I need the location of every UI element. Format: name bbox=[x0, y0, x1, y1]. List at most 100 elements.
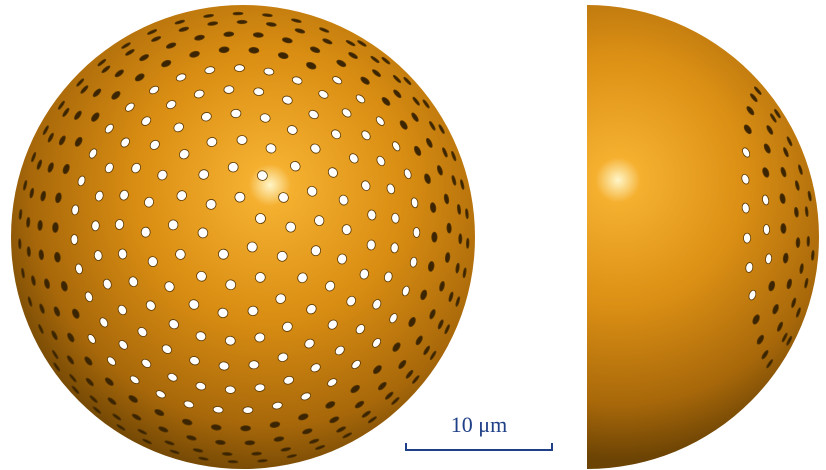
hole bbox=[30, 275, 36, 286]
hole bbox=[144, 196, 154, 208]
hole bbox=[429, 202, 437, 213]
hole bbox=[381, 96, 391, 106]
hole bbox=[341, 224, 352, 235]
hole bbox=[355, 94, 366, 104]
hole bbox=[58, 135, 66, 146]
hole bbox=[125, 49, 135, 56]
hole bbox=[21, 267, 25, 279]
hole bbox=[804, 277, 809, 289]
hole bbox=[304, 338, 315, 349]
hole bbox=[403, 168, 412, 180]
hole bbox=[42, 125, 49, 136]
hole bbox=[188, 299, 200, 310]
hole bbox=[248, 360, 260, 370]
scale-bar bbox=[405, 443, 553, 451]
hole bbox=[193, 89, 205, 99]
hole bbox=[53, 306, 61, 317]
hole bbox=[327, 378, 338, 387]
hole bbox=[310, 363, 321, 373]
hole bbox=[772, 304, 779, 315]
hole bbox=[196, 270, 207, 282]
hole bbox=[354, 400, 365, 409]
hole bbox=[794, 180, 800, 191]
scale-label: 10 μm bbox=[451, 412, 507, 437]
hole bbox=[155, 390, 166, 399]
hole bbox=[94, 190, 104, 202]
hole bbox=[74, 136, 83, 147]
hole bbox=[116, 424, 126, 431]
hole bbox=[412, 375, 420, 384]
hole bbox=[71, 385, 80, 394]
hole bbox=[346, 295, 357, 307]
hole bbox=[401, 285, 410, 297]
hole bbox=[389, 313, 398, 324]
hole bbox=[26, 216, 31, 228]
hole bbox=[66, 355, 75, 365]
hole bbox=[297, 272, 308, 284]
hole bbox=[168, 319, 179, 330]
hole bbox=[412, 227, 421, 238]
hole bbox=[154, 409, 165, 417]
hole bbox=[223, 85, 235, 94]
hole bbox=[455, 262, 460, 274]
hole bbox=[398, 359, 407, 370]
hole bbox=[80, 85, 89, 94]
hole bbox=[361, 180, 371, 191]
hole bbox=[85, 377, 94, 387]
hole bbox=[366, 239, 376, 251]
hole bbox=[283, 375, 295, 385]
hole bbox=[280, 447, 292, 452]
hole bbox=[128, 395, 138, 403]
hole bbox=[309, 46, 321, 54]
hole bbox=[149, 139, 160, 150]
hole bbox=[345, 40, 356, 47]
hole bbox=[247, 305, 259, 317]
hole bbox=[227, 459, 239, 464]
hole bbox=[302, 428, 313, 435]
hole bbox=[423, 345, 431, 356]
hole bbox=[47, 132, 54, 143]
hole bbox=[768, 280, 776, 292]
hole bbox=[443, 193, 450, 205]
hole bbox=[257, 459, 268, 463]
hole bbox=[372, 365, 382, 375]
hole bbox=[194, 34, 205, 41]
hole bbox=[329, 416, 340, 424]
hole bbox=[286, 454, 298, 459]
hole bbox=[71, 308, 80, 319]
hole bbox=[195, 381, 207, 391]
hole bbox=[807, 190, 812, 202]
hole bbox=[361, 410, 371, 418]
hole bbox=[372, 299, 382, 310]
hole bbox=[254, 332, 266, 343]
hole bbox=[337, 253, 348, 265]
hole bbox=[336, 59, 347, 68]
hole bbox=[181, 418, 193, 426]
hole bbox=[221, 451, 233, 457]
hole bbox=[244, 440, 256, 446]
hole bbox=[762, 194, 770, 206]
hole bbox=[223, 31, 235, 37]
hole bbox=[420, 289, 428, 301]
hole bbox=[376, 155, 386, 167]
hole bbox=[22, 180, 28, 191]
hole bbox=[215, 439, 226, 446]
hole bbox=[427, 261, 435, 272]
half-sphere-group bbox=[587, 5, 819, 469]
hole bbox=[131, 162, 141, 174]
hole bbox=[74, 110, 82, 120]
hole bbox=[263, 67, 275, 76]
hole bbox=[36, 159, 43, 170]
hole bbox=[102, 278, 112, 290]
hole bbox=[769, 113, 777, 123]
hole bbox=[393, 89, 402, 99]
hole bbox=[429, 350, 437, 361]
hole bbox=[742, 147, 751, 158]
hole bbox=[265, 143, 277, 154]
hole bbox=[131, 413, 142, 421]
hole bbox=[392, 342, 401, 352]
hole bbox=[114, 69, 124, 78]
hole bbox=[336, 426, 347, 433]
hole bbox=[762, 224, 771, 235]
hole bbox=[355, 324, 366, 335]
